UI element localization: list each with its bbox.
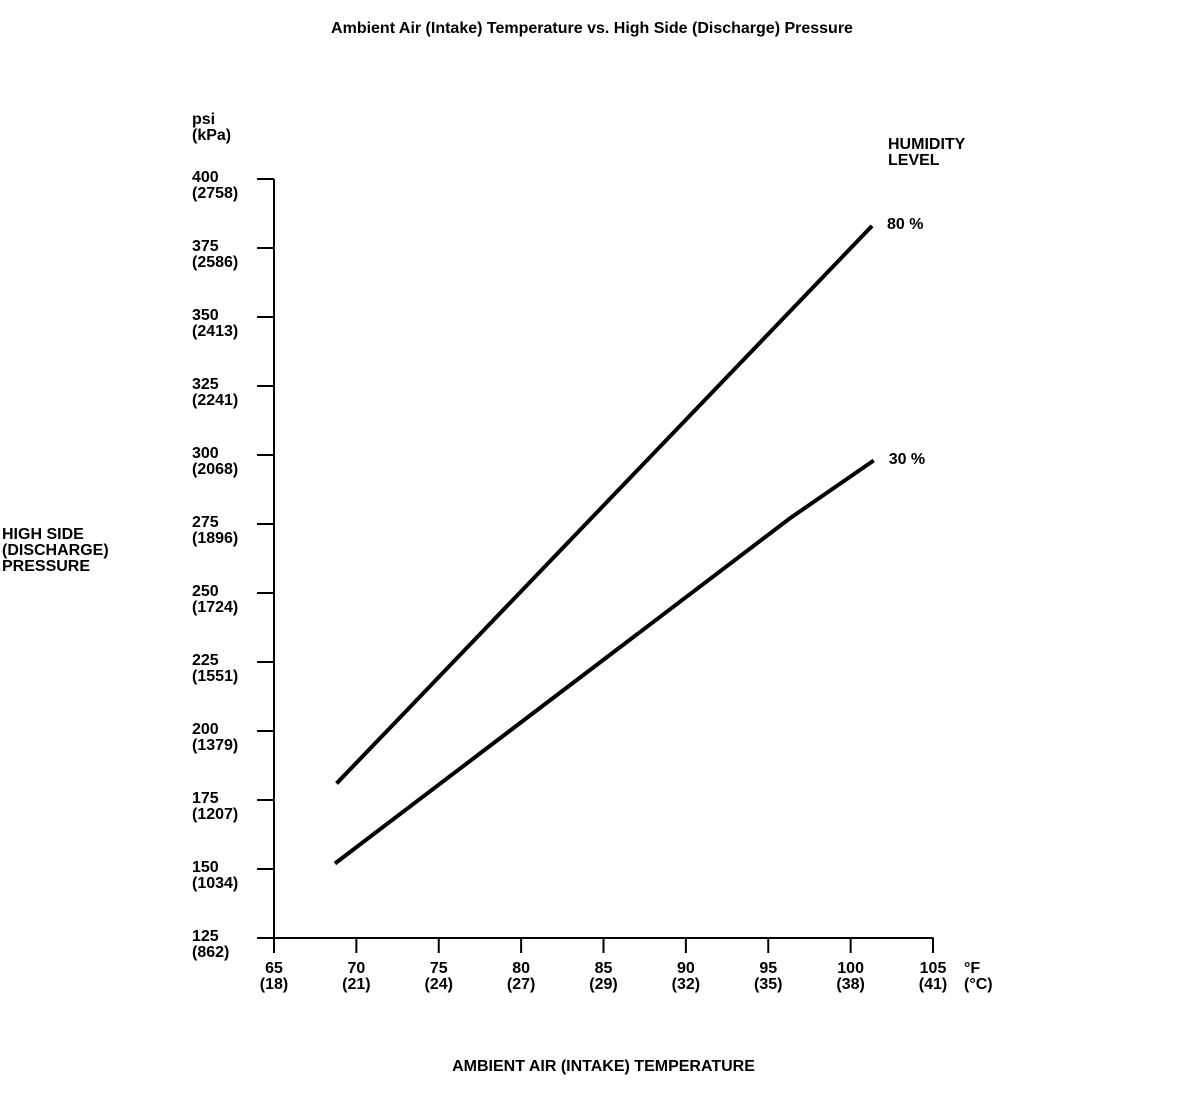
y-tick-kpa: (1551): [192, 668, 239, 685]
y-tick-label: 400 (2758): [192, 170, 238, 202]
y-tick-label: 225 (1551): [192, 653, 238, 685]
x-tick-c: (29): [589, 976, 618, 993]
x-tick-f: 85: [594, 960, 613, 977]
y-axis-unit-line-2: (kPa): [192, 127, 232, 144]
y-tick-psi: 300: [192, 445, 219, 462]
y-tick-kpa: (862): [192, 944, 230, 961]
y-tick-kpa: (2413): [192, 323, 239, 340]
x-tick-label: 85 (29): [562, 961, 646, 993]
chart-title: Ambient Air (Intake) Temperature vs. Hig…: [331, 20, 853, 37]
y-axis-unit-label: psi (kPa): [192, 112, 231, 144]
y-tick-psi: 225: [192, 652, 219, 669]
series-label-80: 80 %: [887, 215, 924, 233]
x-tick-label: 105 (41): [891, 961, 975, 993]
y-tick-label: 125 (862): [192, 929, 229, 961]
x-tick-label: 80 (27): [479, 961, 563, 993]
x-tick-f: 90: [676, 960, 695, 977]
y-tick-psi: 200: [192, 721, 219, 738]
x-tick-c: (38): [836, 976, 865, 993]
y-tick-kpa: (2241): [192, 392, 239, 409]
x-tick-f: 80: [512, 960, 531, 977]
y-tick-kpa: (2586): [192, 254, 239, 271]
y-tick-kpa: (1896): [192, 530, 239, 547]
x-tick-f: 70: [347, 960, 366, 977]
legend-title: HUMIDITY LEVEL: [888, 137, 965, 169]
y-tick-kpa: (1207): [192, 806, 239, 823]
y-tick-kpa: (2068): [192, 461, 239, 478]
x-tick-f: 100: [837, 960, 864, 977]
legend-title-line-1: HUMIDITY: [888, 136, 966, 153]
y-tick-label: 175 (1207): [192, 791, 238, 823]
y-tick-label: 300 (2068): [192, 446, 238, 478]
y-tick-label: 250 (1724): [192, 584, 238, 616]
x-tick-label: 75 (24): [397, 961, 481, 993]
x-tick-c: (21): [342, 976, 371, 993]
x-tick-f: 75: [429, 960, 448, 977]
y-axis-title-line-1: HIGH SIDE: [2, 526, 84, 543]
x-axis-unit-line-1: °F: [964, 960, 981, 977]
y-tick-psi: 150: [192, 859, 219, 876]
y-tick-psi: 125: [192, 928, 219, 945]
x-tick-c: (32): [671, 976, 701, 993]
y-tick-label: 275 (1896): [192, 515, 238, 547]
y-tick-psi: 400: [192, 169, 219, 186]
y-tick-kpa: (2758): [192, 185, 239, 202]
x-tick-c: (27): [506, 976, 536, 993]
x-tick-label: 90 (32): [644, 961, 728, 993]
x-tick-c: (41): [918, 976, 948, 993]
y-tick-psi: 175: [192, 790, 219, 807]
x-tick-c: (35): [754, 976, 783, 993]
x-axis-unit-line-2: (°C): [964, 976, 993, 993]
y-tick-label: 375 (2586): [192, 239, 238, 271]
series-line-30: [333, 458, 875, 866]
y-tick-label: 150 (1034): [192, 860, 238, 892]
y-tick-psi: 375: [192, 238, 219, 255]
x-axis-title: AMBIENT AIR (INTAKE) TEMPERATURE: [452, 1058, 755, 1075]
y-tick-label: 200 (1379): [192, 722, 238, 754]
series-label-30: 30 %: [888, 450, 926, 468]
y-tick-kpa: (1034): [192, 875, 239, 892]
x-tick-c: (18): [259, 976, 289, 993]
x-tick-f: 65: [265, 960, 283, 977]
y-tick-psi: 275: [192, 514, 219, 531]
x-tick-label: 95 (35): [726, 961, 810, 993]
x-tick-f: 95: [759, 960, 778, 977]
series-line-80: [335, 224, 874, 785]
y-tick-kpa: (1379): [192, 737, 239, 754]
y-tick-label: 350 (2413): [192, 308, 238, 340]
y-tick-kpa: (1724): [192, 599, 239, 616]
y-tick-label: 325 (2241): [192, 377, 238, 409]
y-tick-psi: 350: [192, 307, 219, 324]
x-tick-label: 65 (18): [232, 961, 316, 993]
y-axis-title: HIGH SIDE (DISCHARGE) PRESSURE: [2, 527, 109, 575]
y-tick-psi: 250: [192, 583, 219, 600]
legend-title-line-2: LEVEL: [888, 152, 940, 169]
y-axis-unit-line-1: psi: [192, 111, 216, 128]
x-tick-label: 100 (38): [809, 961, 893, 993]
x-tick-f: 105: [919, 960, 947, 977]
y-axis-title-line-2: (DISCHARGE): [2, 542, 109, 559]
y-axis-title-line-3: PRESSURE: [2, 558, 91, 575]
y-tick-psi: 325: [192, 376, 219, 393]
x-tick-label: 70 (21): [314, 961, 398, 993]
x-axis-unit-label: °F (°C): [964, 961, 993, 993]
x-tick-c: (24): [424, 976, 453, 993]
